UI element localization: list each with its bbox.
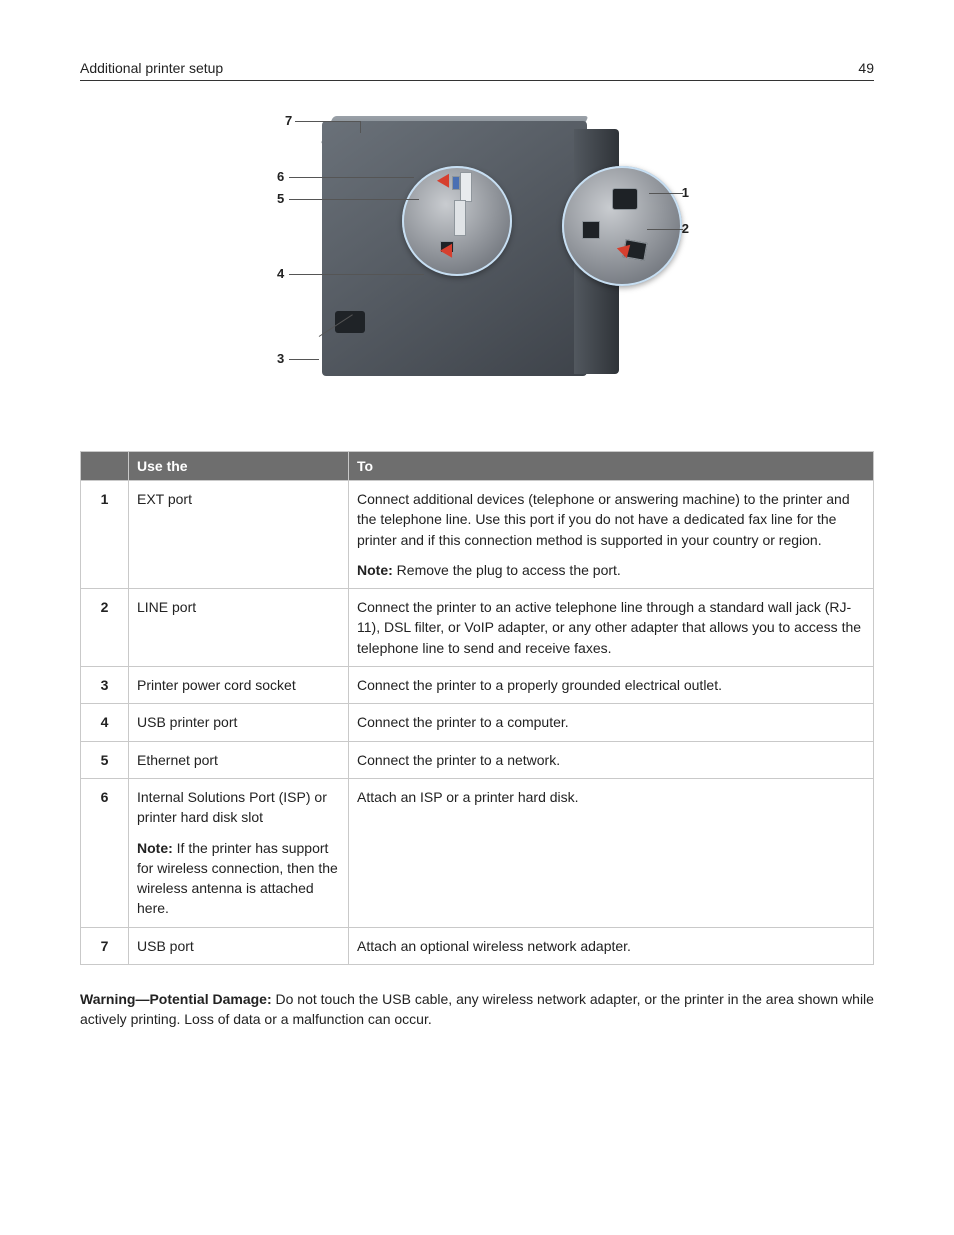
callout-right (562, 166, 682, 286)
leader-line (289, 199, 419, 200)
callout-number-5: 5 (277, 191, 284, 206)
row-to: Connect the printer to an active telepho… (349, 589, 874, 667)
row-to: Attach an ISP or a printer hard disk. (349, 778, 874, 927)
callout-number-1: 1 (682, 185, 689, 200)
callout-left (402, 166, 512, 276)
table-row: 1 EXT port Connect additional devices (t… (81, 481, 874, 589)
port-2-icon (582, 221, 600, 239)
table-row: 2 LINE port Connect the printer to an ac… (81, 589, 874, 667)
row-num: 2 (81, 589, 129, 667)
row-use-text: Internal Solutions Port (ISP) or printer… (137, 789, 327, 825)
callout-number-7: 7 (285, 113, 292, 128)
row-use: EXT port (129, 481, 349, 589)
row-use: Ethernet port (129, 741, 349, 778)
leader-line (295, 121, 360, 122)
leader-line (649, 193, 683, 194)
leader-line (289, 274, 424, 275)
leader-line (289, 177, 414, 178)
row-use: LINE port (129, 589, 349, 667)
callout-number-6: 6 (277, 169, 284, 184)
row-use: USB port (129, 927, 349, 964)
table-row: 4 USB printer port Connect the printer t… (81, 704, 874, 741)
row-to: Connect the printer to a network. (349, 741, 874, 778)
table-header-row: Use the To (81, 452, 874, 481)
row-use-note: Note: If the printer has support for wir… (137, 838, 340, 919)
row-use: Printer power cord socket (129, 667, 349, 704)
callout-number-3: 3 (277, 351, 284, 366)
leader-line (360, 121, 361, 133)
page-number: 49 (858, 60, 874, 76)
table-row: 6 Internal Solutions Port (ISP) or print… (81, 778, 874, 927)
callout-number-2: 2 (682, 221, 689, 236)
row-to: Connect the printer to a computer. (349, 704, 874, 741)
note-text: Remove the plug to access the port. (393, 562, 621, 578)
leader-line (647, 229, 683, 230)
row-num: 7 (81, 927, 129, 964)
row-num: 5 (81, 741, 129, 778)
table-row: 3 Printer power cord socket Connect the … (81, 667, 874, 704)
port-7-icon (454, 200, 466, 236)
row-use: Internal Solutions Port (ISP) or printer… (129, 778, 349, 927)
warning-paragraph: Warning—Potential Damage: Do not touch t… (80, 989, 874, 1030)
row-num: 3 (81, 667, 129, 704)
warning-label: Warning—Potential Damage: (80, 991, 272, 1007)
row-use: USB printer port (129, 704, 349, 741)
printer-ports-diagram: 7 6 5 4 3 1 2 (267, 111, 687, 391)
port-1-icon (612, 188, 638, 210)
row-to: Connect additional devices (telephone or… (349, 481, 874, 589)
header-num (81, 452, 129, 481)
note-label: Note: (357, 562, 393, 578)
ports-table: Use the To 1 EXT port Connect additional… (80, 451, 874, 965)
row-to-text: Connect additional devices (telephone or… (357, 491, 850, 548)
table-row: 5 Ethernet port Connect the printer to a… (81, 741, 874, 778)
row-to: Attach an optional wireless network adap… (349, 927, 874, 964)
header-to: To (349, 452, 874, 481)
port-5-icon (460, 172, 472, 202)
section-title: Additional printer setup (80, 60, 223, 76)
callout-number-4: 4 (277, 266, 284, 281)
leader-line (289, 359, 319, 360)
row-num: 4 (81, 704, 129, 741)
page-header: Additional printer setup 49 (80, 60, 874, 81)
row-num: 6 (81, 778, 129, 927)
header-use: Use the (129, 452, 349, 481)
row-to: Connect the printer to a properly ground… (349, 667, 874, 704)
note-label: Note: (137, 840, 173, 856)
row-num: 1 (81, 481, 129, 589)
table-row: 7 USB port Attach an optional wireless n… (81, 927, 874, 964)
row-note: Note: Remove the plug to access the port… (357, 560, 865, 580)
